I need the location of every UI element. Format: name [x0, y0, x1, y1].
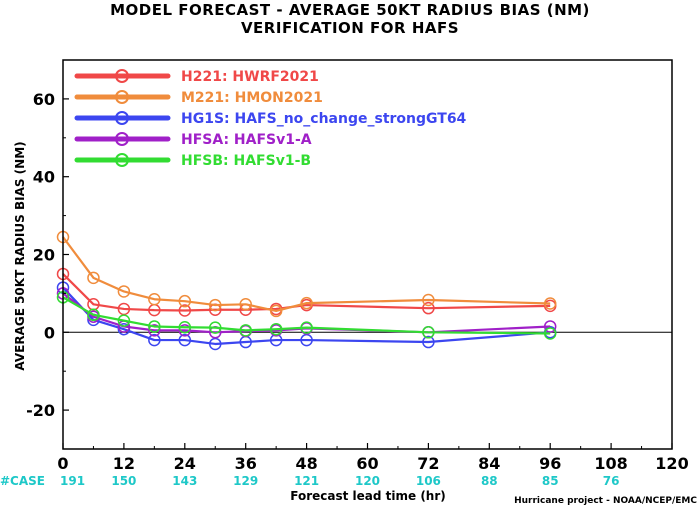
legend-marker [115, 111, 129, 125]
data-point [87, 308, 100, 322]
series-2 [56, 281, 557, 351]
data-point [117, 285, 131, 298]
case-count: 88 [481, 474, 498, 488]
data-point [178, 324, 192, 337]
credit-text: Hurricane project - NOAA/NCEP/EMC [514, 496, 697, 506]
data-point [300, 296, 313, 310]
data-point [178, 304, 192, 317]
data-point [117, 314, 131, 327]
legend-entry: HFSA: HAFSv1-A [74, 132, 312, 148]
legend-marker [115, 69, 129, 83]
case-count: 120 [355, 474, 380, 488]
data-point [422, 335, 435, 349]
chart-title: MODEL FORECAST - AVERAGE 50KT RADIUS BIA… [110, 1, 590, 19]
x-tick-label: 36 [235, 454, 257, 473]
x-axis-label: Forecast lead time (hr) [290, 489, 446, 503]
data-point [422, 301, 435, 315]
series-line [62, 296, 551, 335]
series-line [62, 273, 551, 312]
legend-label: HFSA: HAFSv1-A [181, 132, 312, 148]
data-point [87, 271, 100, 285]
y-tick-label: 40 [33, 168, 55, 187]
data-point [543, 320, 557, 333]
x-tick-label: 24 [174, 454, 196, 473]
y-tick-label: -20 [26, 401, 55, 420]
legend-marker [115, 132, 129, 146]
x-tick-label: 0 [57, 454, 68, 473]
data-point [239, 324, 252, 337]
legend-entry: HFSB: HAFSv1-B [74, 153, 311, 169]
x-tick-label: 120 [655, 454, 688, 473]
x-tick-label: 96 [539, 454, 561, 473]
chart-subtitle: VERIFICATION FOR HAFS [240, 19, 460, 37]
legend-entry: M221: HMON2021 [74, 90, 323, 106]
data-point [269, 304, 283, 318]
case-count: 76 [603, 474, 620, 488]
data-point [300, 321, 313, 334]
case-count: 143 [172, 474, 197, 488]
data-point [543, 297, 557, 310]
x-tick-label: 60 [356, 454, 378, 473]
x-tick-label: 84 [478, 454, 500, 473]
legend-label: HG1S: HAFS_no_change_strongGT64 [181, 111, 467, 127]
series-line [62, 286, 551, 346]
x-tick-label: 48 [295, 454, 317, 473]
legend-marker [115, 153, 129, 167]
legend-entry: HG1S: HAFS_no_change_strongGT64 [74, 111, 467, 127]
data-point [148, 333, 161, 347]
data-point [148, 292, 161, 306]
case-count: 106 [416, 474, 441, 488]
series-3 [56, 287, 557, 339]
x-tick-label: 108 [594, 454, 627, 473]
data-point [422, 293, 435, 307]
series-1 [56, 230, 557, 318]
data-point [148, 324, 161, 337]
y-tick-label: 20 [33, 246, 55, 265]
legend-marker [115, 90, 129, 104]
data-point [422, 326, 435, 339]
data-point [209, 298, 222, 312]
data-point [148, 320, 161, 333]
legend-label: HFSB: HAFSv1-B [181, 153, 311, 169]
data-point [543, 327, 557, 340]
x-tick-label: 72 [417, 454, 439, 473]
x-tick-label: 12 [113, 454, 135, 473]
case-count: 121 [294, 474, 319, 488]
y-axis-label: AVERAGE 50KT RADIUS BIAS (NM) [13, 141, 27, 370]
legend-label: M221: HMON2021 [181, 90, 323, 106]
legend-label: H221: HWRF2021 [181, 69, 319, 85]
series-line [62, 236, 551, 313]
data-point [239, 298, 252, 311]
data-point [178, 333, 192, 347]
case-count: 191 [60, 474, 85, 488]
legend-entry: H221: HWRF2021 [74, 69, 319, 85]
case-count: 150 [111, 474, 136, 488]
y-tick-label: 60 [33, 90, 55, 109]
case-count: 129 [233, 474, 258, 488]
y-tick-label: 0 [44, 323, 55, 342]
case-count: 85 [542, 474, 559, 488]
data-point [269, 322, 283, 336]
data-point [178, 320, 192, 334]
case-label: #CASE [0, 474, 45, 488]
data-point [209, 321, 222, 334]
data-point [178, 294, 192, 308]
